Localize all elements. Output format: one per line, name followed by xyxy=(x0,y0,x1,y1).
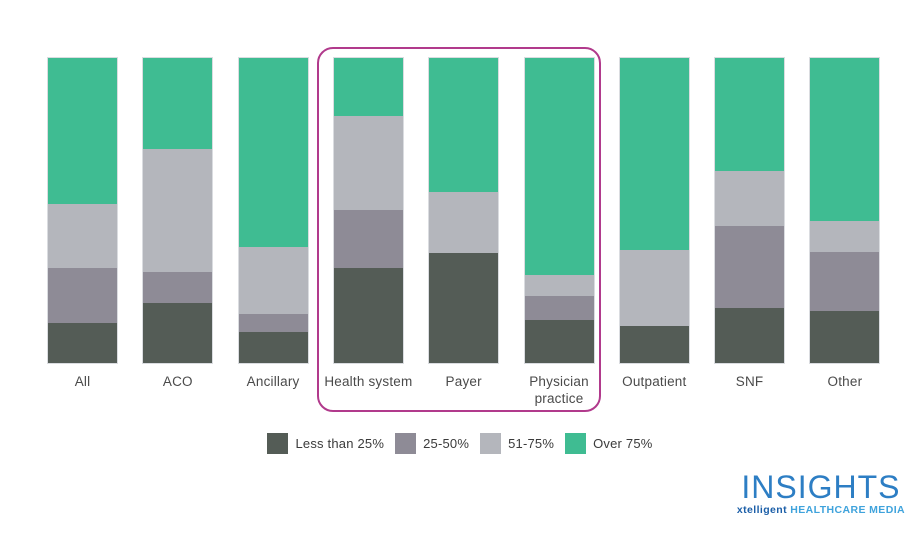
bar-segment-51-75 xyxy=(524,274,594,296)
bar-segment-less-than-25 xyxy=(333,268,403,363)
bar-physician-practice xyxy=(524,58,594,363)
bar-segment-less-than-25 xyxy=(238,332,308,363)
bar-segment-51-75 xyxy=(143,148,213,273)
bar-segment-25-50 xyxy=(238,314,308,333)
bar-health-system xyxy=(333,58,403,363)
legend-item: 25-50% xyxy=(395,433,469,454)
bar-other xyxy=(810,58,880,363)
bar-all xyxy=(48,58,117,363)
bar-aco xyxy=(143,58,213,363)
bar-segment-less-than-25 xyxy=(715,308,785,363)
bar-segment-25-50 xyxy=(524,295,594,321)
axis-label-other: Other xyxy=(827,374,863,389)
bar-segment-25-50 xyxy=(143,272,213,303)
logo-tagline-brand: xtelligent xyxy=(736,504,787,516)
bar-segment-over-75 xyxy=(143,58,213,149)
bar-segment-less-than-25 xyxy=(619,326,689,363)
bar-segment-over-75 xyxy=(715,58,785,171)
bar-segment-51-75 xyxy=(810,221,880,253)
axis-label-physician-practice: Physician practice xyxy=(529,374,589,406)
bar-segment-25-50 xyxy=(810,252,880,311)
bar-segment-over-75 xyxy=(429,58,499,193)
axis-label-all: All xyxy=(74,374,91,389)
bar-segment-less-than-25 xyxy=(143,302,213,363)
legend-label: 51-75% xyxy=(508,436,555,451)
axis-label-payer: Payer xyxy=(445,374,482,389)
bar-segment-51-75 xyxy=(619,250,689,327)
axis-label-ancillary: Ancillary xyxy=(246,374,300,389)
bar-segment-51-75 xyxy=(238,247,308,315)
bar-segment-51-75 xyxy=(429,192,499,254)
insights-logo: INSIGHTS xtelligent HEALTHCARE MEDIA xyxy=(737,470,905,516)
bar-segment-less-than-25 xyxy=(48,323,117,363)
legend-swatch-51-75 xyxy=(480,433,502,454)
bar-segment-less-than-25 xyxy=(524,320,594,363)
axis-label-outpatient: Outpatient xyxy=(622,374,687,389)
logo-wordmark: INSIGHTS xyxy=(741,469,901,505)
logo-tagline-rest: HEALTHCARE MEDIA xyxy=(790,504,905,516)
bar-snf xyxy=(715,58,785,363)
logo-tagline: xtelligent HEALTHCARE MEDIA xyxy=(737,504,905,516)
bar-segment-less-than-25 xyxy=(810,310,880,363)
bar-segment-less-than-25 xyxy=(429,253,499,363)
bar-segment-over-75 xyxy=(810,58,880,222)
bar-segment-over-75 xyxy=(524,58,594,275)
bar-segment-25-50 xyxy=(715,225,785,309)
legend-swatch-less-than-25 xyxy=(267,433,289,454)
bar-segment-25-50 xyxy=(333,210,403,269)
bar-outpatient xyxy=(619,58,689,363)
axis-label-health-system: Health system xyxy=(324,374,413,389)
bar-segment-over-75 xyxy=(48,58,117,205)
legend-label: Over 75% xyxy=(593,436,653,451)
axis-label-snf: SNF xyxy=(735,374,764,389)
bar-payer xyxy=(429,58,499,363)
bar-segment-over-75 xyxy=(619,58,689,251)
legend-swatch-25-50 xyxy=(395,433,417,454)
legend-label: Less than 25% xyxy=(295,436,385,451)
bar-segment-51-75 xyxy=(333,115,403,211)
legend-swatch-over-75 xyxy=(565,433,587,454)
axis-label-aco: ACO xyxy=(162,374,193,389)
legend-label: 25-50% xyxy=(423,436,470,451)
legend-item: 51-75% xyxy=(480,433,554,454)
bar-ancillary xyxy=(238,58,308,363)
legend-item: Over 75% xyxy=(565,433,652,454)
legend: Less than 25% 25-50% 51-75% Over 75% xyxy=(0,433,920,454)
bar-segment-over-75 xyxy=(238,58,308,248)
bar-segment-25-50 xyxy=(48,268,117,324)
bar-segment-51-75 xyxy=(48,204,117,269)
legend-item: Less than 25% xyxy=(267,433,384,454)
bar-segment-over-75 xyxy=(333,58,403,116)
bar-segment-51-75 xyxy=(715,170,785,226)
